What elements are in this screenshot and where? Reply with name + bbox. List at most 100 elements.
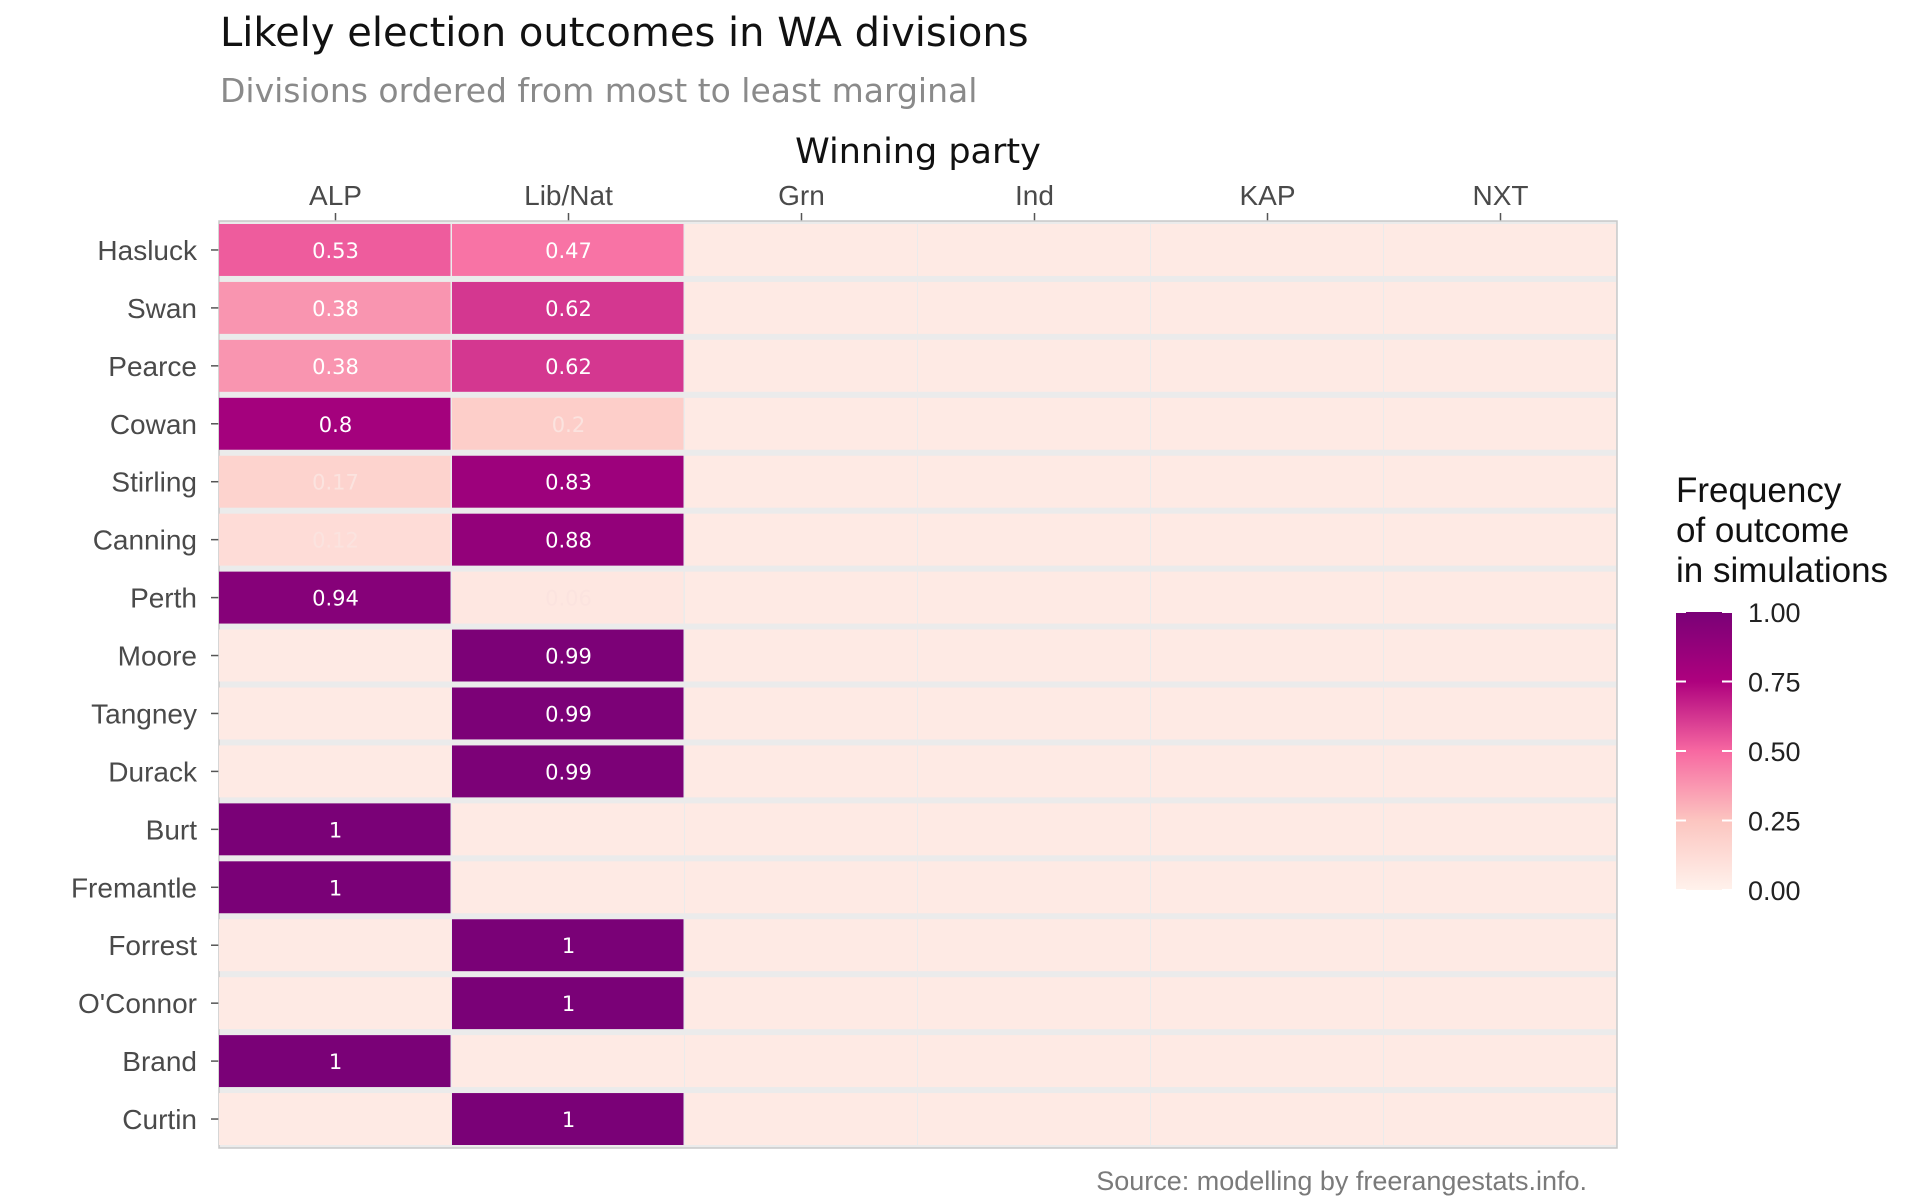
- empty-cell-durack-alp: [219, 745, 451, 798]
- empty-cell-curtin-kap: [1151, 1093, 1383, 1145]
- empty-cell-cowan-ind: [918, 397, 1150, 450]
- empty-cell-o-connor-grn: [685, 977, 917, 1030]
- y-tick-label-burt: Burt: [146, 814, 198, 845]
- empty-cell-hasluck-nxt: [1384, 224, 1616, 276]
- empty-cell-stirling-kap: [1151, 455, 1383, 508]
- legend-tick-label: 0.00: [1748, 876, 1801, 906]
- legend-tick-label: 0.50: [1748, 737, 1801, 767]
- empty-cell-pearce-kap: [1151, 339, 1383, 392]
- chart-caption: Source: modelling by freerangestats.info…: [1096, 1166, 1587, 1196]
- empty-cell-hasluck-kap: [1151, 224, 1383, 276]
- empty-cell-pearce-nxt: [1384, 339, 1616, 392]
- y-tick-label-curtin: Curtin: [122, 1104, 197, 1135]
- cell-label-brand-alp: 1: [329, 1050, 342, 1074]
- cell-label-perth-alp: 0.94: [312, 587, 359, 611]
- chart-title: Likely election outcomes in WA divisions: [220, 10, 1029, 56]
- cell-label-swan-alp: 0.38: [312, 297, 359, 321]
- y-tick-label-canning: Canning: [93, 525, 197, 556]
- chart-subtitle: Divisions ordered from most to least mar…: [220, 71, 977, 110]
- empty-cell-tangney-nxt: [1384, 687, 1616, 740]
- empty-cell-perth-grn: [685, 571, 917, 624]
- empty-cell-tangney-ind: [918, 687, 1150, 740]
- empty-cell-brand-nxt: [1384, 1035, 1616, 1088]
- empty-cell-durack-grn: [685, 745, 917, 798]
- legend-title: Frequency of outcome in simulations: [1676, 471, 1888, 590]
- y-tick-label-swan: Swan: [127, 293, 197, 324]
- empty-cell-o-connor-nxt: [1384, 977, 1616, 1030]
- empty-cell-brand-grn: [685, 1035, 917, 1088]
- y-tick-label-pearce: Pearce: [108, 351, 197, 382]
- empty-cell-swan-kap: [1151, 281, 1383, 334]
- cell-label-hasluck-lib-nat: 0.47: [545, 239, 592, 263]
- y-tick-label-o-connor: O'Connor: [78, 988, 197, 1019]
- empty-cell-fremantle-grn: [685, 861, 917, 914]
- empty-cell-burt-kap: [1151, 803, 1383, 856]
- empty-cell-durack-ind: [918, 745, 1150, 798]
- cell-label-tangney-lib-nat: 0.99: [545, 702, 592, 726]
- cell-canning-lib-nat: [452, 513, 684, 566]
- cell-label-forrest-lib-nat: 1: [562, 934, 575, 958]
- cell-fremantle-alp: [219, 861, 451, 914]
- empty-cell-hasluck-ind: [918, 224, 1150, 276]
- cell-forrest-lib-nat: [452, 919, 684, 972]
- empty-cell-swan-nxt: [1384, 281, 1616, 334]
- empty-cell-swan-ind: [918, 281, 1150, 334]
- cell-label-cowan-lib-nat: 0.2: [552, 413, 585, 437]
- legend-title-line: Frequency: [1676, 471, 1842, 510]
- x-axis-ticks: ALP Lib/Nat Grn Ind KAP NXT: [309, 180, 1529, 221]
- heatmap-cells: [219, 224, 1616, 1145]
- cell-tangney-lib-nat: [452, 687, 684, 740]
- empty-cell-tangney-kap: [1151, 687, 1383, 740]
- empty-cell-tangney-alp: [219, 687, 451, 740]
- empty-cell-curtin-alp: [219, 1093, 451, 1145]
- x-tick-label-ind: Ind: [1015, 180, 1054, 211]
- cell-burt-alp: [219, 803, 451, 856]
- empty-cell-stirling-grn: [685, 455, 917, 508]
- empty-cell-cowan-grn: [685, 397, 917, 450]
- cell-label-pearce-alp: 0.38: [312, 355, 359, 379]
- empty-cell-perth-nxt: [1384, 571, 1616, 624]
- y-tick-label-brand: Brand: [122, 1046, 197, 1077]
- cell-perth-alp: [219, 571, 451, 624]
- cell-perth-lib-nat: [452, 571, 684, 624]
- empty-cell-canning-nxt: [1384, 513, 1616, 566]
- empty-cell-fremantle-ind: [918, 861, 1150, 914]
- empty-cell-curtin-grn: [685, 1093, 917, 1145]
- cell-swan-lib-nat: [452, 281, 684, 334]
- empty-cell-pearce-ind: [918, 339, 1150, 392]
- x-tick-label-lib-nat: Lib/Nat: [524, 180, 613, 211]
- y-tick-label-cowan: Cowan: [110, 409, 197, 440]
- cell-label-moore-lib-nat: 0.99: [545, 645, 592, 669]
- y-tick-label-fremantle: Fremantle: [71, 872, 197, 903]
- cell-label-pearce-lib-nat: 0.62: [545, 355, 592, 379]
- cell-o-connor-lib-nat: [452, 977, 684, 1030]
- empty-cell-curtin-nxt: [1384, 1093, 1616, 1145]
- empty-cell-o-connor-ind: [918, 977, 1150, 1030]
- empty-cell-cowan-kap: [1151, 397, 1383, 450]
- cell-label-cowan-alp: 0.8: [319, 413, 352, 437]
- heatmap-cell-labels: 0.53 0.47 0.38 0.62 0.38 0.62 0.8 0.2 0.17 0.83 0.…: [312, 239, 592, 1132]
- legend-tick-label: 0.25: [1748, 807, 1801, 837]
- y-axis-ticks: Hasluck Swan Pearce Cowan Stirling Canning Per…: [71, 235, 219, 1135]
- legend-ticks: 1.00 0.75 0.50 0.25 0.00: [1676, 598, 1801, 906]
- empty-cell-fremantle-lib-nat: [452, 861, 684, 914]
- empty-cell-forrest-alp: [219, 919, 451, 972]
- cell-stirling-lib-nat: [452, 455, 684, 508]
- cell-pearce-lib-nat: [452, 339, 684, 392]
- empty-cell-perth-kap: [1151, 571, 1383, 624]
- empty-cell-perth-ind: [918, 571, 1150, 624]
- cell-label-stirling-lib-nat: 0.83: [545, 471, 592, 495]
- cell-label-canning-alp: 0.12: [312, 529, 359, 553]
- empty-cell-canning-kap: [1151, 513, 1383, 566]
- cell-label-swan-lib-nat: 0.62: [545, 297, 592, 321]
- x-axis-title: Winning party: [795, 132, 1041, 172]
- cell-moore-lib-nat: [452, 629, 684, 682]
- empty-cell-brand-ind: [918, 1035, 1150, 1088]
- cell-label-stirling-alp: 0.17: [312, 471, 359, 495]
- cell-label-o-connor-lib-nat: 1: [562, 992, 575, 1016]
- cell-durack-lib-nat: [452, 745, 684, 798]
- legend-title-line: of outcome: [1676, 511, 1849, 550]
- empty-cell-moore-grn: [685, 629, 917, 682]
- cell-canning-alp: [219, 513, 451, 566]
- empty-cell-o-connor-kap: [1151, 977, 1383, 1030]
